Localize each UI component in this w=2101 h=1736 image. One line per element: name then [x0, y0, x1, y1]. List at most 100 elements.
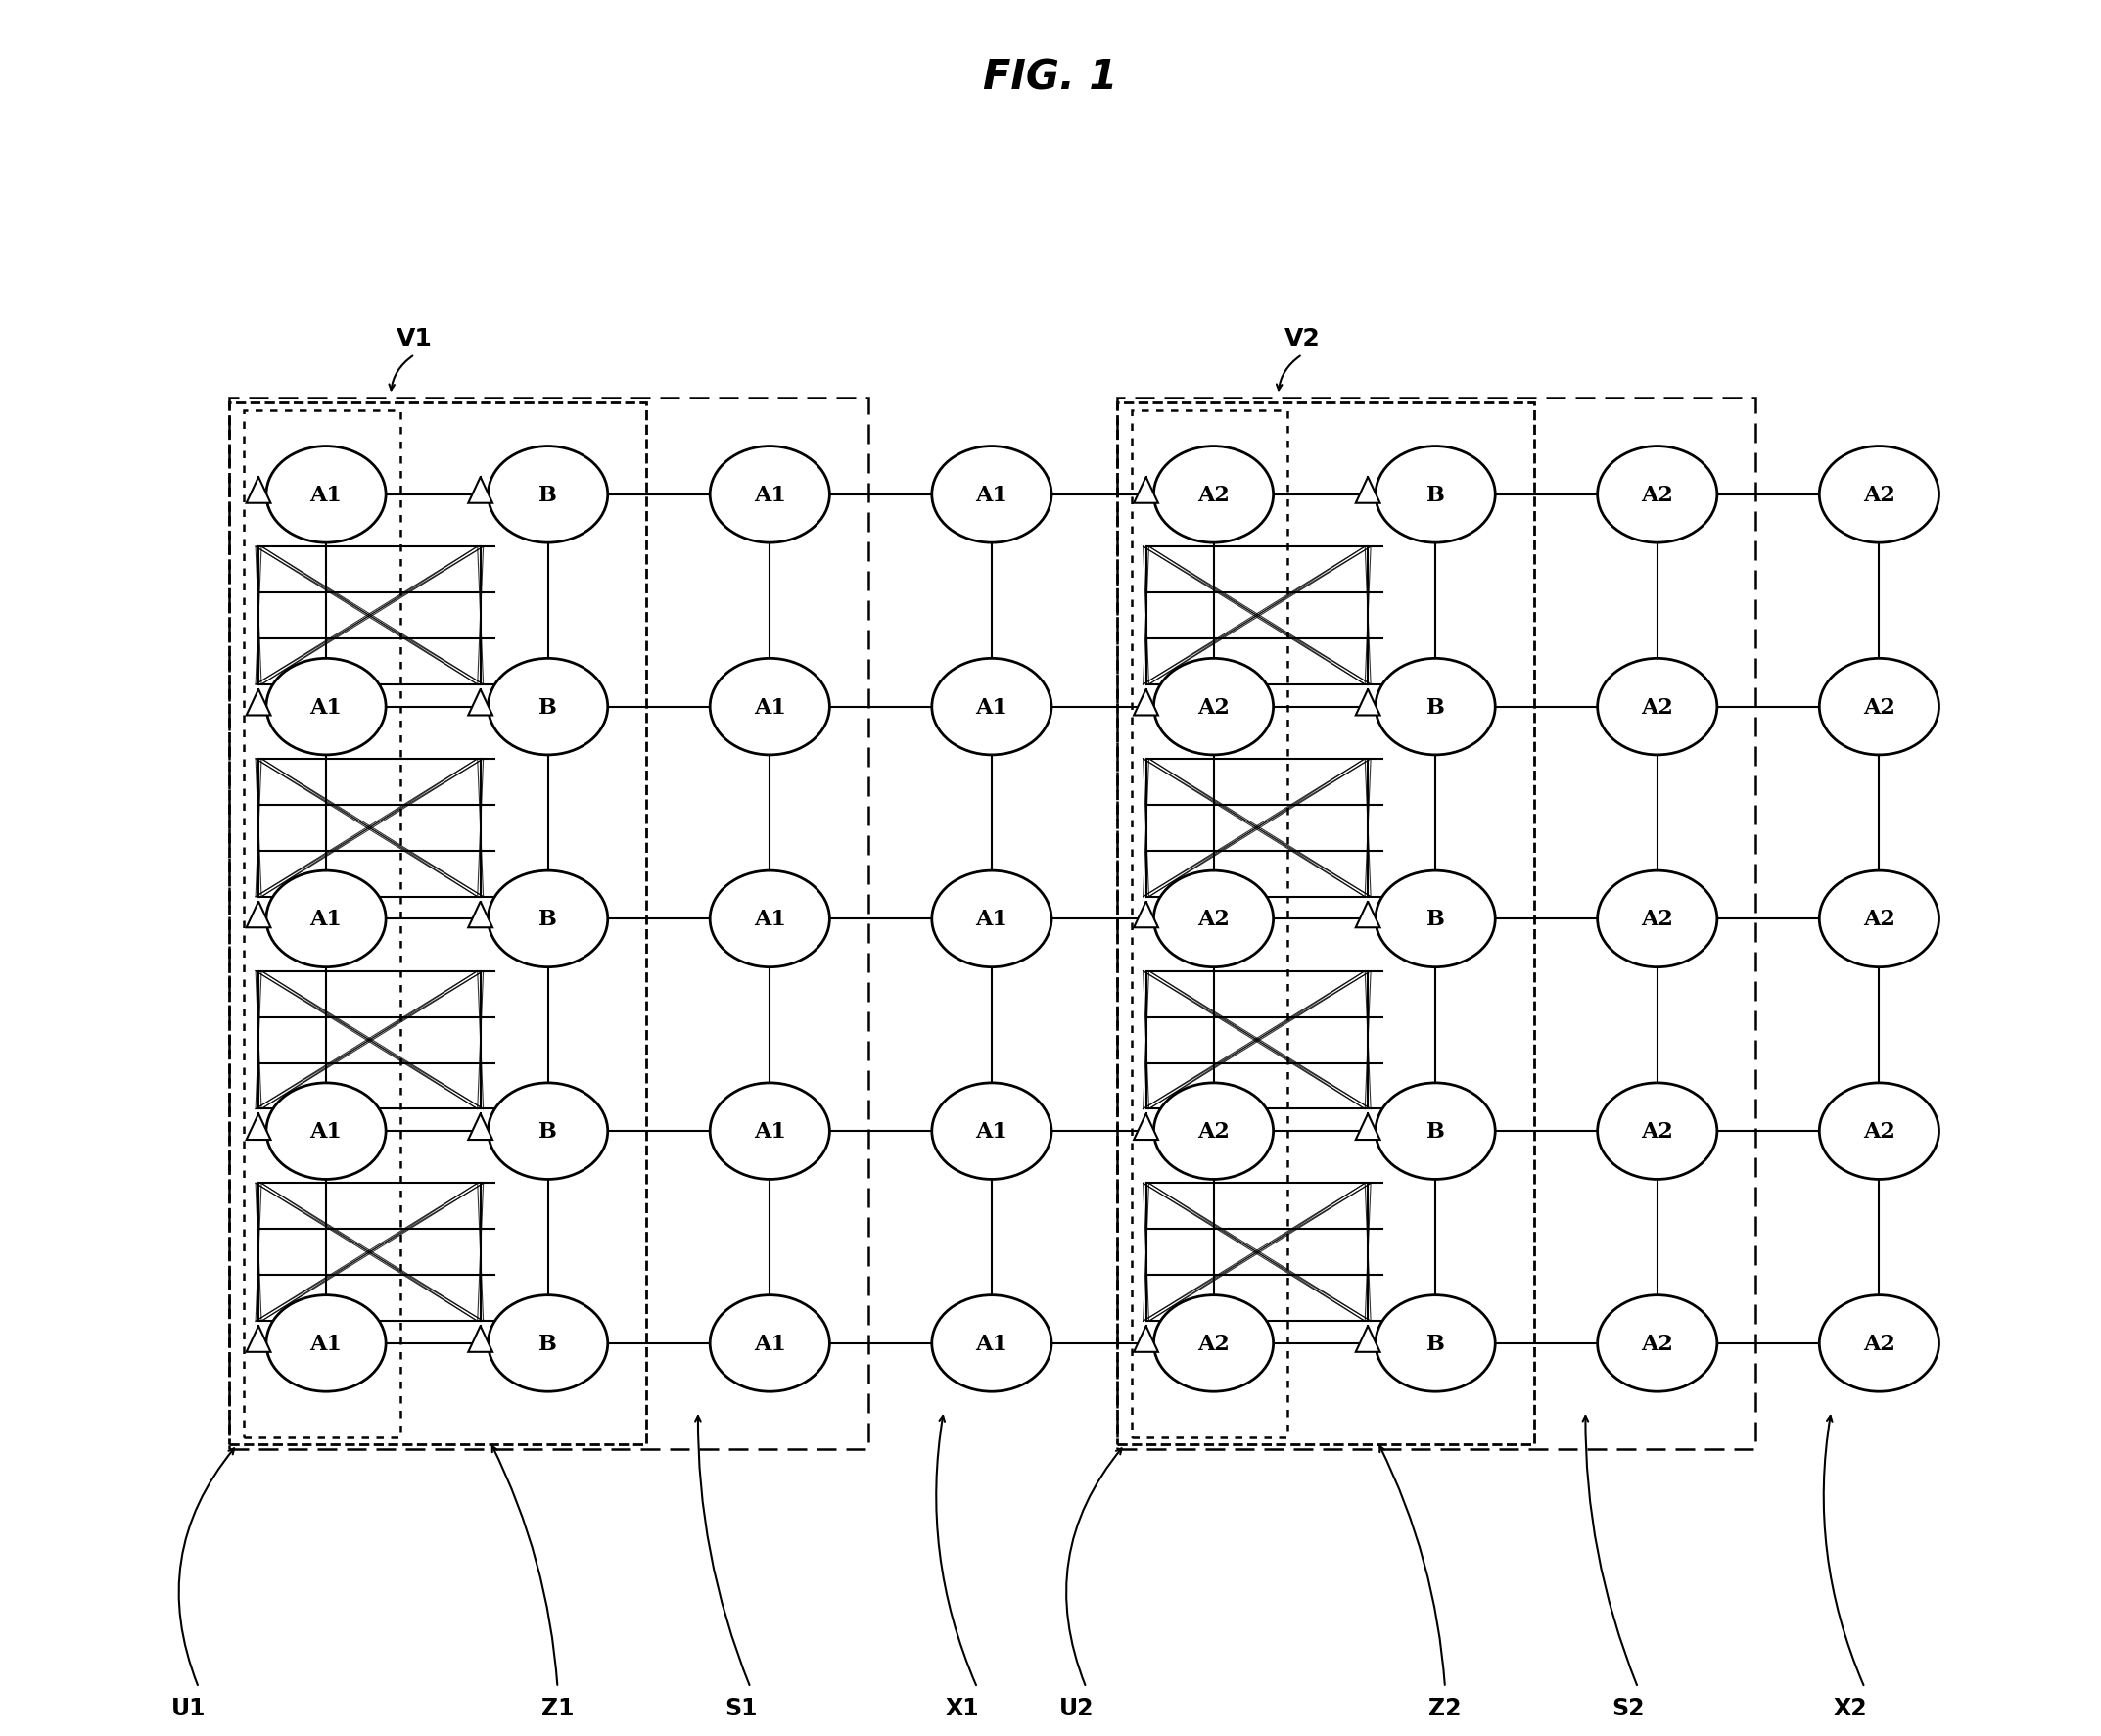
Ellipse shape [1376, 446, 1496, 543]
Polygon shape [1355, 1326, 1380, 1352]
Text: A1: A1 [311, 696, 342, 719]
Ellipse shape [710, 1083, 830, 1179]
Text: A2: A2 [1864, 1121, 1895, 1142]
Text: V2: V2 [1284, 326, 1319, 351]
Text: V1: V1 [397, 326, 433, 351]
Bar [1118, 399, 1756, 1450]
Text: A1: A1 [975, 696, 1008, 719]
Polygon shape [246, 903, 271, 929]
Ellipse shape [933, 446, 1050, 543]
Polygon shape [246, 477, 271, 503]
Text: A2: A2 [1641, 484, 1672, 505]
Text: U1: U1 [172, 1696, 206, 1719]
Bar [1118, 403, 1534, 1444]
Polygon shape [246, 1115, 271, 1141]
Polygon shape [469, 903, 492, 929]
Ellipse shape [1597, 660, 1717, 755]
Polygon shape [1355, 689, 1380, 715]
Polygon shape [469, 1115, 492, 1141]
Ellipse shape [1819, 660, 1939, 755]
Bar [229, 399, 868, 1450]
Ellipse shape [710, 660, 830, 755]
Ellipse shape [487, 660, 607, 755]
Polygon shape [1355, 903, 1380, 929]
Ellipse shape [1153, 1295, 1273, 1392]
Text: S1: S1 [725, 1696, 756, 1719]
Ellipse shape [1153, 1083, 1273, 1179]
Ellipse shape [487, 1295, 607, 1392]
Text: A1: A1 [975, 1333, 1008, 1354]
Text: B: B [1427, 1121, 1445, 1142]
Ellipse shape [710, 446, 830, 543]
Polygon shape [1135, 1326, 1158, 1352]
Text: X2: X2 [1834, 1696, 1868, 1719]
Ellipse shape [1819, 1083, 1939, 1179]
Text: Z2: Z2 [1429, 1696, 1462, 1719]
Text: A2: A2 [1641, 908, 1672, 930]
Ellipse shape [267, 871, 387, 967]
Ellipse shape [1153, 660, 1273, 755]
Text: A2: A2 [1198, 908, 1229, 930]
Polygon shape [246, 689, 271, 715]
Text: A1: A1 [754, 908, 786, 930]
Text: A2: A2 [1864, 484, 1895, 505]
Polygon shape [1135, 689, 1158, 715]
Ellipse shape [1819, 871, 1939, 967]
Ellipse shape [267, 1295, 387, 1392]
Text: A1: A1 [754, 1333, 786, 1354]
Polygon shape [1135, 1115, 1158, 1141]
Ellipse shape [933, 1083, 1050, 1179]
Ellipse shape [1597, 871, 1717, 967]
Text: A2: A2 [1198, 696, 1229, 719]
Text: A2: A2 [1198, 1333, 1229, 1354]
Ellipse shape [487, 1083, 607, 1179]
Text: A2: A2 [1864, 908, 1895, 930]
Ellipse shape [933, 1295, 1050, 1392]
Text: A1: A1 [975, 908, 1008, 930]
Text: A1: A1 [754, 484, 786, 505]
Polygon shape [1355, 477, 1380, 503]
Polygon shape [1135, 477, 1158, 503]
Ellipse shape [1597, 446, 1717, 543]
Text: A2: A2 [1641, 696, 1672, 719]
Polygon shape [1355, 1115, 1380, 1141]
Text: A2: A2 [1864, 696, 1895, 719]
Ellipse shape [1376, 1083, 1496, 1179]
Ellipse shape [267, 446, 387, 543]
Text: A1: A1 [311, 908, 342, 930]
Text: A1: A1 [975, 484, 1008, 505]
Text: B: B [1427, 908, 1445, 930]
Ellipse shape [1153, 446, 1273, 543]
Text: B: B [538, 1121, 557, 1142]
Text: Z1: Z1 [542, 1696, 574, 1719]
Text: B: B [538, 696, 557, 719]
Text: A2: A2 [1198, 1121, 1229, 1142]
Ellipse shape [1597, 1083, 1717, 1179]
Text: B: B [1427, 696, 1445, 719]
Text: S2: S2 [1611, 1696, 1645, 1719]
Text: B: B [538, 908, 557, 930]
Text: A2: A2 [1641, 1121, 1672, 1142]
Ellipse shape [1153, 871, 1273, 967]
Bar [229, 403, 647, 1444]
Ellipse shape [267, 1083, 387, 1179]
Text: B: B [1427, 1333, 1445, 1354]
Ellipse shape [933, 660, 1050, 755]
Text: A1: A1 [975, 1121, 1008, 1142]
Polygon shape [1135, 903, 1158, 929]
Ellipse shape [267, 660, 387, 755]
Text: A1: A1 [311, 1333, 342, 1354]
Ellipse shape [1376, 1295, 1496, 1392]
Bar [1132, 411, 1288, 1437]
Text: A2: A2 [1198, 484, 1229, 505]
Polygon shape [246, 1326, 271, 1352]
Ellipse shape [1819, 1295, 1939, 1392]
Ellipse shape [1819, 446, 1939, 543]
Text: FIG. 1: FIG. 1 [983, 57, 1118, 99]
Ellipse shape [1597, 1295, 1717, 1392]
Text: A1: A1 [754, 1121, 786, 1142]
Polygon shape [469, 689, 492, 715]
Ellipse shape [710, 1295, 830, 1392]
Text: B: B [538, 484, 557, 505]
Ellipse shape [933, 871, 1050, 967]
